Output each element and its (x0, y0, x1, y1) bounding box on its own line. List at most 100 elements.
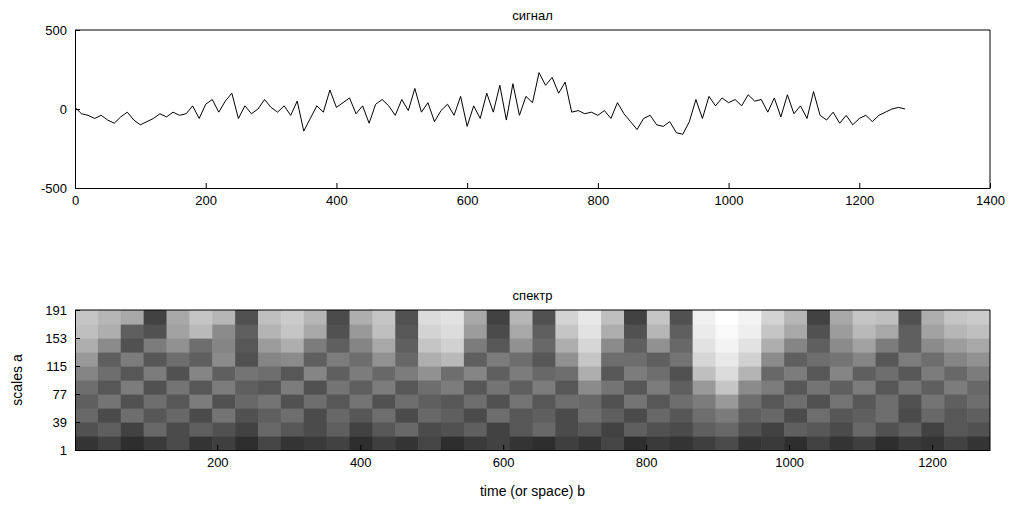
heatmap-cell (167, 394, 190, 409)
heatmap-cell (212, 310, 235, 325)
heatmap-cell (830, 394, 853, 409)
tick-mark (206, 183, 207, 188)
heatmap-cell (533, 380, 556, 395)
heatmap-cell (784, 394, 807, 409)
heatmap-cell (670, 338, 693, 353)
heatmap-cell (121, 352, 144, 367)
heatmap-cell (670, 408, 693, 423)
heatmap-cell (235, 422, 258, 437)
heatmap-cell (899, 422, 922, 437)
heatmap-cell (167, 422, 190, 437)
heatmap-cell (487, 422, 510, 437)
heatmap-cell (921, 394, 944, 409)
heatmap-cell (350, 422, 373, 437)
plot-area (75, 310, 990, 450)
heatmap-cell (281, 380, 304, 395)
tick-mark (729, 183, 730, 188)
heatmap-cell (784, 324, 807, 339)
heatmap-cell (624, 324, 647, 339)
tick-label: -500 (41, 181, 67, 196)
heatmap-cell (533, 352, 556, 367)
heatmap-cell (304, 380, 327, 395)
tick-mark (990, 183, 991, 188)
heatmap-cell (944, 422, 967, 437)
heatmap-cell (350, 394, 373, 409)
heatmap-cell (304, 408, 327, 423)
heatmap-cell (807, 422, 830, 437)
heatmap-cell (235, 436, 258, 450)
heatmap-cell (510, 352, 533, 367)
heatmap-cell (418, 338, 441, 353)
tick-label: 800 (636, 455, 658, 470)
heatmap-cell (441, 310, 464, 325)
heatmap-cell (533, 366, 556, 381)
heatmap-cell (830, 310, 853, 325)
heatmap-cell (258, 408, 281, 423)
heatmap-cell (372, 324, 395, 339)
tick: 800 (636, 445, 658, 470)
heatmap-cell (441, 408, 464, 423)
heatmap-cell (372, 394, 395, 409)
heatmap-cell (738, 436, 761, 450)
heatmap-cell (555, 394, 578, 409)
heatmap-cell (967, 394, 990, 409)
tick: 500 (45, 23, 80, 38)
heatmap-cell (75, 366, 98, 381)
heatmap-cell (281, 310, 304, 325)
heatmap-cell (372, 352, 395, 367)
heatmap-cell (670, 436, 693, 450)
axis: 20040060080010001200 (76, 445, 991, 470)
heatmap-cell (647, 310, 670, 325)
heatmap-cell (75, 324, 98, 339)
heatmap-cell (189, 436, 212, 450)
heatmap-cell (693, 380, 716, 395)
heatmap-cell (555, 366, 578, 381)
heatmap-cell (944, 352, 967, 367)
heatmap-cell (647, 366, 670, 381)
heatmap-cell (784, 408, 807, 423)
heatmap-cell (167, 436, 190, 450)
heatmap-cell (418, 422, 441, 437)
heatmap-cell (944, 394, 967, 409)
heatmap-cell (304, 436, 327, 450)
heatmap-cell (510, 310, 533, 325)
heatmap-cell (693, 366, 716, 381)
heatmap-cell (784, 366, 807, 381)
heatmap-cell (464, 310, 487, 325)
heatmap-cell (144, 310, 167, 325)
heatmap-cell (830, 422, 853, 437)
heatmap-cell (464, 338, 487, 353)
heatmap-cell (693, 338, 716, 353)
heatmap-cell (98, 352, 121, 367)
heatmap-cell (372, 436, 395, 450)
heatmap-cell (693, 422, 716, 437)
heatmap-cell (281, 394, 304, 409)
frame (75, 310, 990, 311)
heatmap-cell (533, 422, 556, 437)
heatmap-cell (144, 408, 167, 423)
heatmap-cell (144, 380, 167, 395)
heatmap-cell (876, 324, 899, 339)
heatmap-cell (853, 352, 876, 367)
heatmap-cell (555, 436, 578, 450)
heatmap-cell (235, 310, 258, 325)
tick-label: 400 (326, 193, 348, 208)
heatmap-cell (624, 380, 647, 395)
heatmap-cell (281, 352, 304, 367)
heatmap-cell (624, 408, 647, 423)
heatmap-cell (555, 310, 578, 325)
heatmap-cell (144, 436, 167, 450)
heatmap-cell (555, 380, 578, 395)
heatmap-cell (487, 310, 510, 325)
heatmap-cell (75, 338, 98, 353)
y-axis-title: scales a (9, 354, 25, 406)
heatmap-cell (75, 422, 98, 437)
heatmap-cell (533, 324, 556, 339)
heatmap-cell (921, 408, 944, 423)
heatmap-cell (372, 422, 395, 437)
tick-mark (217, 445, 218, 450)
heatmap-cell (921, 324, 944, 339)
axis-line (76, 188, 991, 189)
tick: 1400 (976, 183, 1005, 208)
heatmap-cell (601, 380, 624, 395)
